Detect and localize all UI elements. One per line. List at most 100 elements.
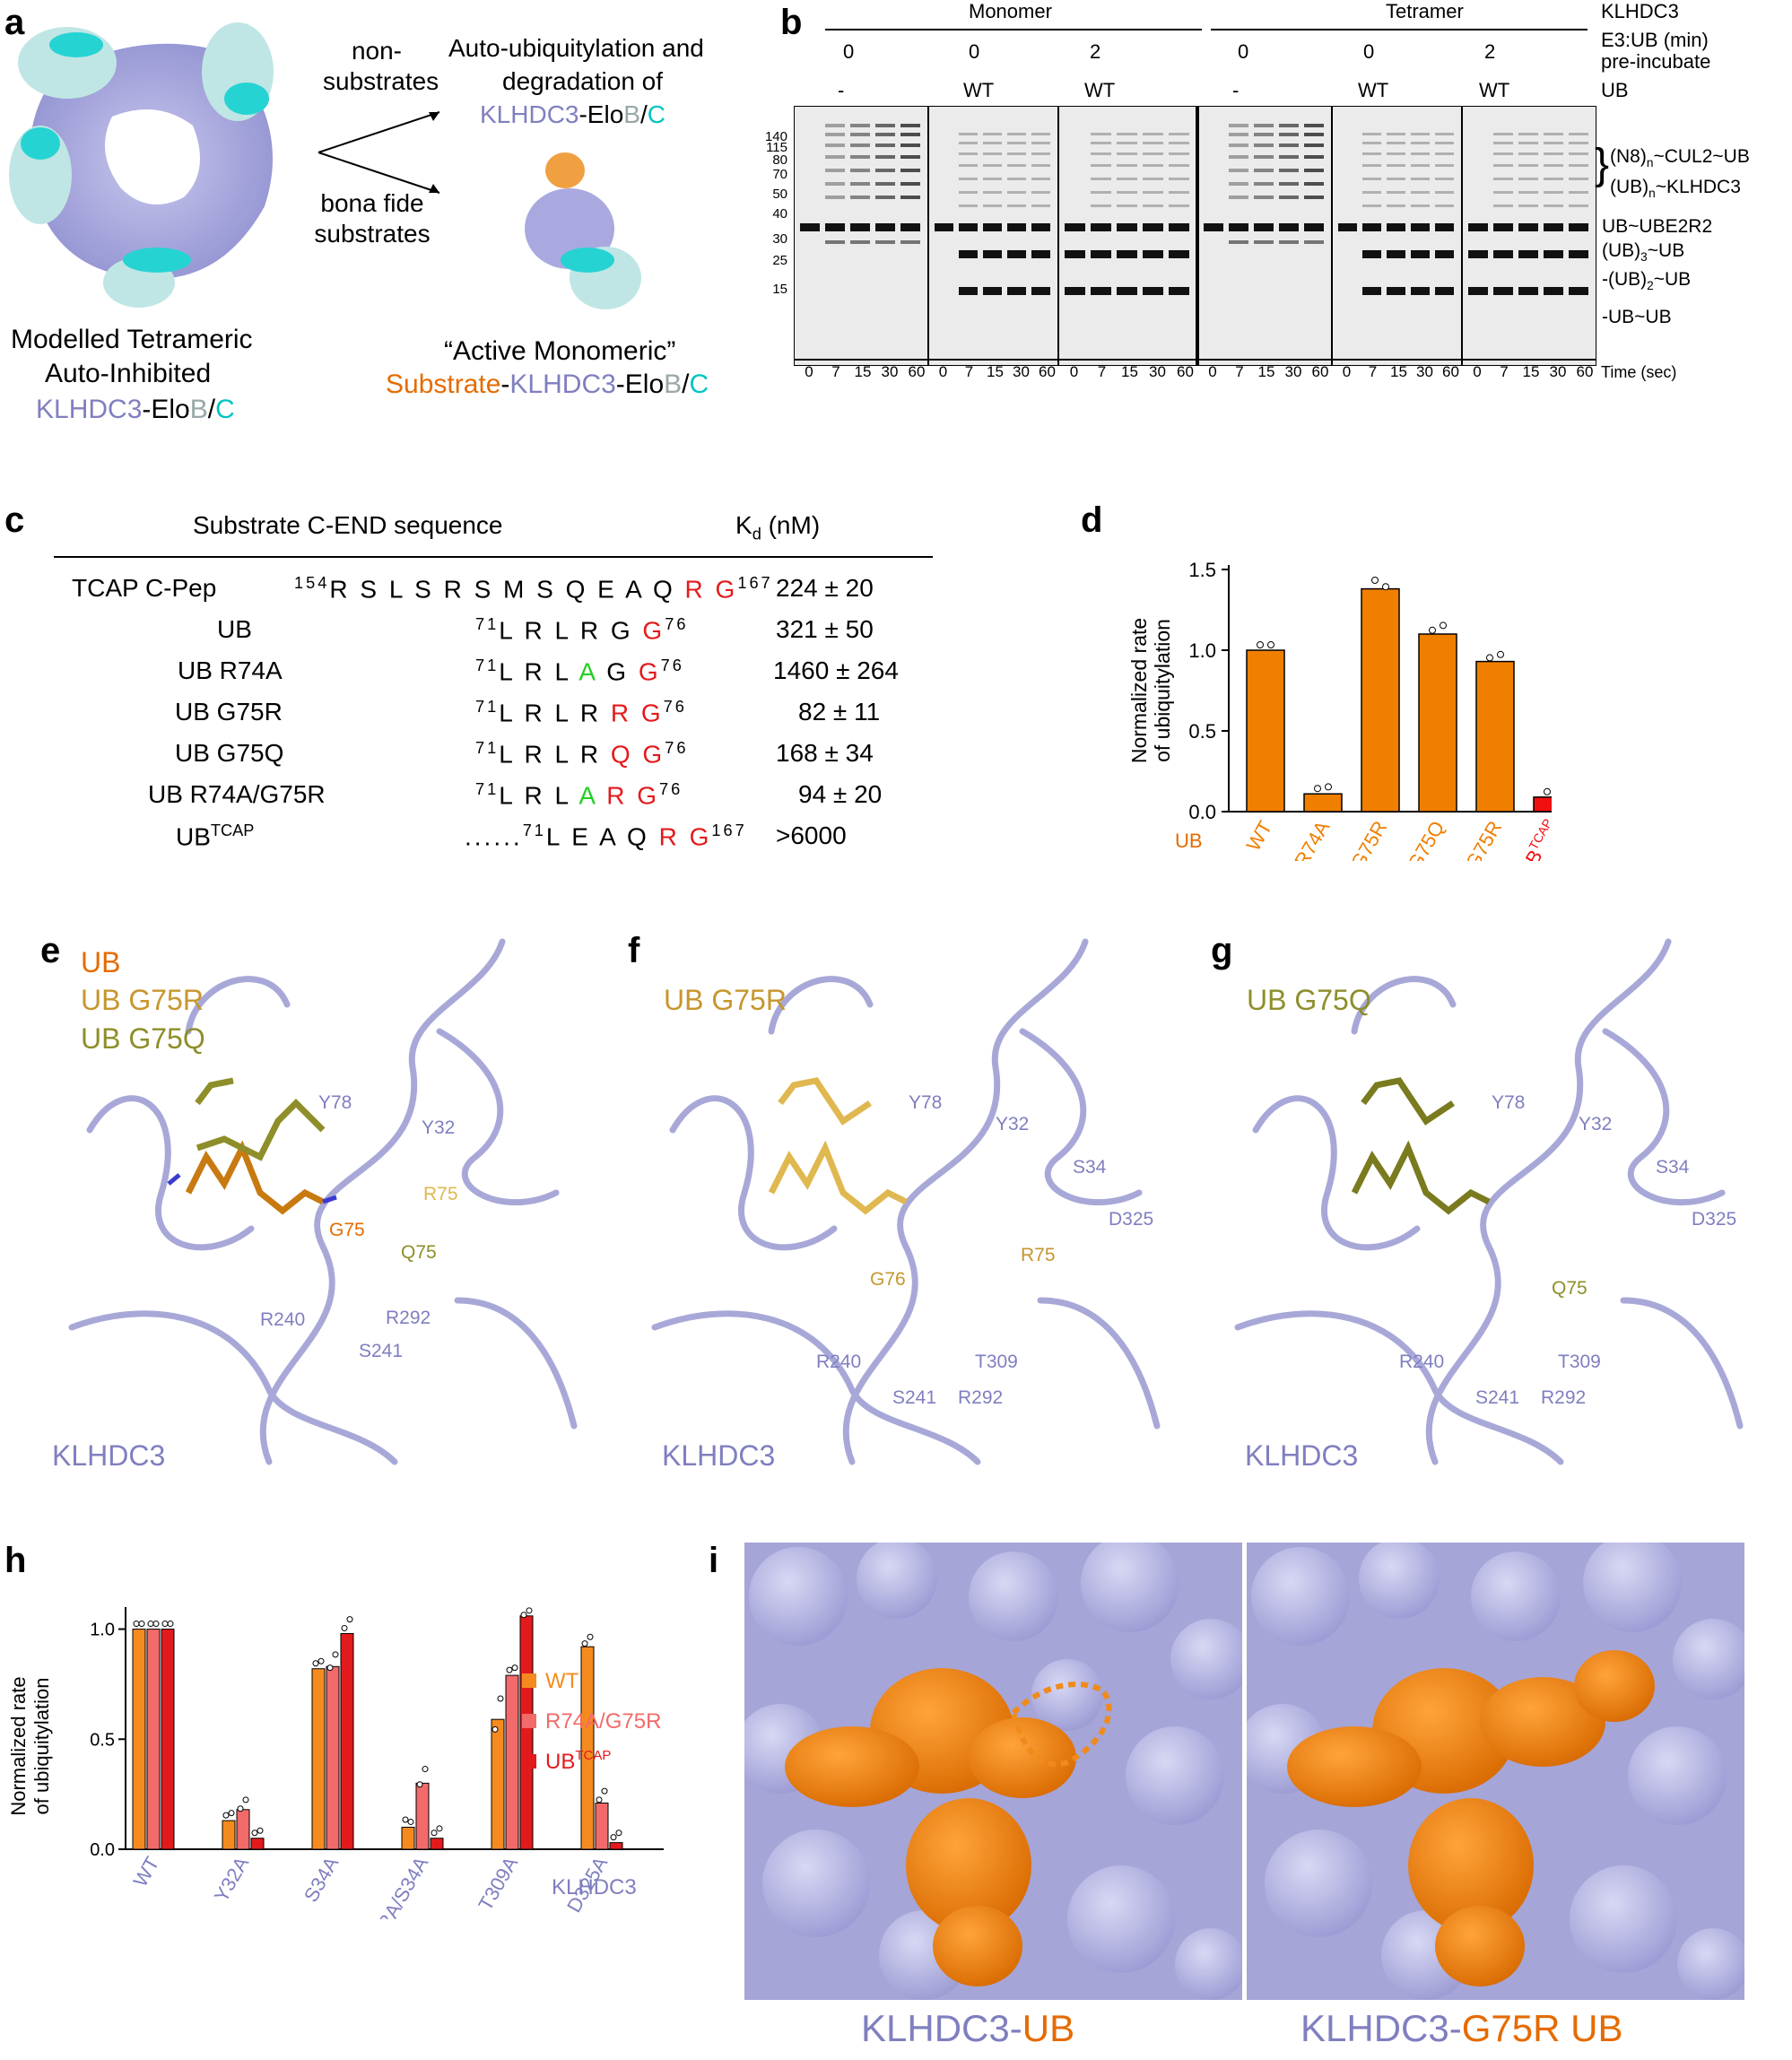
time-value: 7 xyxy=(1500,363,1509,380)
replicate-point xyxy=(610,1834,617,1841)
gel-band xyxy=(1544,287,1563,295)
gel-band xyxy=(825,155,845,159)
res-g-r292: R292 xyxy=(1541,1387,1587,1408)
arrow-top-label: non- substrates xyxy=(323,37,439,95)
res-g-d325: D325 xyxy=(1692,1209,1737,1230)
legend-e-g75r: UB G75R xyxy=(81,984,204,1016)
table-row-kd: 1460 ± 264 xyxy=(773,656,899,684)
gel-band xyxy=(900,182,920,186)
gel-band xyxy=(1229,223,1248,231)
bar xyxy=(415,1782,430,1850)
gel-band xyxy=(1254,182,1274,186)
time-value: 60 xyxy=(1442,363,1459,380)
mw-marker: 50 xyxy=(772,187,787,202)
gel-band xyxy=(1229,240,1248,244)
gel-band xyxy=(875,143,895,147)
table-row-kd: 321 ± 50 xyxy=(776,615,874,643)
replicate-point xyxy=(133,1621,140,1628)
table-row-name: UB R74A/G75R xyxy=(148,780,326,808)
replicate-point xyxy=(581,1640,588,1647)
gel-band xyxy=(1518,178,1538,180)
gel-band xyxy=(1143,142,1163,144)
protein-f-label: KLHDC3 xyxy=(662,1439,776,1472)
gel-band xyxy=(1493,152,1513,155)
arrow-bottom-label: bona fide substrates xyxy=(314,189,431,248)
preincubate-value: 0 xyxy=(843,40,855,63)
structure-g-image xyxy=(1234,938,1744,1465)
gel-band xyxy=(850,124,870,127)
gel-band xyxy=(1518,142,1538,144)
legend-label: UBTCAP xyxy=(545,1748,611,1774)
mw-marker: 25 xyxy=(772,253,787,268)
x-tick-label: S34A xyxy=(300,1853,344,1906)
gel-band xyxy=(1544,178,1563,180)
surface-right-image xyxy=(1247,1543,1744,2000)
time-value: 0 xyxy=(938,363,948,380)
gel-band xyxy=(900,124,920,127)
time-value: 7 xyxy=(1368,363,1378,380)
panel-letter-a: a xyxy=(4,3,25,42)
gel-band xyxy=(1254,155,1274,159)
gel-band xyxy=(850,143,870,147)
bar xyxy=(505,1674,519,1850)
replicate-point xyxy=(1440,621,1447,630)
gel-band xyxy=(1031,178,1050,180)
protein-g-label: KLHDC3 xyxy=(1245,1439,1359,1472)
x-tick-label: G75R xyxy=(1346,817,1391,861)
gel-band xyxy=(1117,250,1137,258)
gel-band xyxy=(1362,223,1381,231)
surface-right-caption: KLHDC3-G75R UB xyxy=(1301,2007,1623,2049)
surface-left-image xyxy=(744,1543,1242,2000)
gel-band xyxy=(1091,152,1111,155)
gel-band xyxy=(1569,133,1588,135)
gel-band xyxy=(1007,250,1026,258)
gel-band xyxy=(875,155,895,159)
gel-band xyxy=(959,152,978,155)
gel-band xyxy=(875,182,895,186)
time-value: 30 xyxy=(1284,363,1302,380)
gel-band xyxy=(825,223,845,231)
gel-band xyxy=(959,223,978,231)
replicate-point xyxy=(491,1725,499,1733)
bar xyxy=(340,1632,354,1850)
gel-band xyxy=(825,133,845,136)
gel-band xyxy=(1117,164,1137,167)
gel-band xyxy=(1117,204,1137,207)
row-preincubate-label-1: E3:UB (min) xyxy=(1601,29,1709,51)
replicate-point xyxy=(1257,641,1264,648)
gel-band xyxy=(1279,182,1299,186)
x-tick-label: UBTCAP xyxy=(1512,816,1552,861)
res-f-y78: Y78 xyxy=(909,1092,943,1113)
gel-band xyxy=(1518,287,1538,295)
gel-band xyxy=(959,142,978,144)
bar xyxy=(430,1838,444,1850)
replicate-point xyxy=(346,1616,353,1623)
gel-band xyxy=(1254,196,1274,199)
gel-band xyxy=(1435,204,1454,207)
gel-band xyxy=(1117,191,1137,194)
time-value: 7 xyxy=(964,363,974,380)
gel-band xyxy=(1493,250,1513,258)
y-axis-label: Normalized rate xyxy=(7,1676,30,1815)
res-e-r292: R292 xyxy=(386,1308,431,1328)
replicate-point xyxy=(1325,783,1332,791)
tetramer-caption-2: Auto-Inhibited xyxy=(45,359,212,388)
gel-band xyxy=(850,223,870,231)
replicate-point xyxy=(326,1665,334,1672)
gel-band xyxy=(1007,164,1026,167)
bar xyxy=(595,1802,609,1850)
gel-band xyxy=(1229,124,1248,127)
mw-marker: 40 xyxy=(772,206,787,222)
time-value: 30 xyxy=(1149,363,1166,380)
gel-band xyxy=(1435,250,1454,258)
structure-f-image xyxy=(651,938,1161,1465)
band-label: (N8)n~CUL2~UB xyxy=(1610,146,1750,170)
seq-ub-g75q: 71L R L R Q G76 xyxy=(475,739,689,769)
time-value: 0 xyxy=(1069,363,1079,380)
gel-band xyxy=(1091,204,1111,207)
gel-band xyxy=(1569,178,1588,180)
panel-letter-i: i xyxy=(709,1541,719,1580)
res-f-g76: G76 xyxy=(870,1269,906,1290)
band-label: -UB~UB xyxy=(1602,307,1672,327)
band-bracket: } xyxy=(1595,141,1610,188)
